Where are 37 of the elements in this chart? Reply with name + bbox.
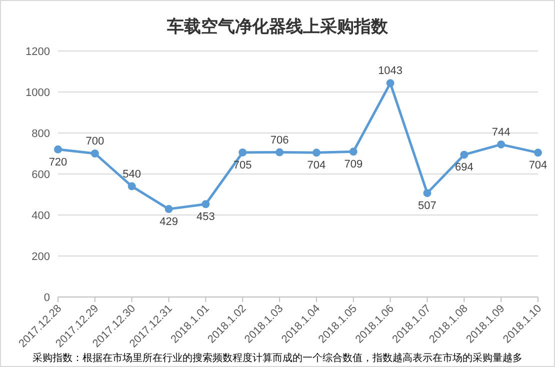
data-label: 704 <box>307 160 326 172</box>
point <box>54 145 62 154</box>
point <box>534 148 542 157</box>
y-tick-label: 200 <box>32 251 50 263</box>
point <box>423 189 432 198</box>
data-label: 694 <box>454 162 474 174</box>
y-tick-label: 0 <box>44 292 50 304</box>
data-label: 700 <box>86 136 104 148</box>
y-tick-label: 600 <box>32 169 50 181</box>
data-label: 540 <box>122 168 142 180</box>
point <box>460 150 468 159</box>
point <box>202 200 210 208</box>
point <box>164 205 173 214</box>
y-tick-label: 1200 <box>26 46 50 58</box>
data-label: 720 <box>48 156 68 168</box>
point <box>349 148 358 156</box>
data-label: 453 <box>196 211 215 224</box>
y-tick-label: 400 <box>32 210 50 222</box>
point <box>276 148 284 156</box>
y-tick-label: 1000 <box>26 87 50 99</box>
data-label: 705 <box>233 159 252 172</box>
data-label: 709 <box>344 158 363 171</box>
point <box>90 150 99 158</box>
data-label: 704 <box>528 160 548 172</box>
y-tick-label: 800 <box>32 128 50 140</box>
data-label: 429 <box>160 216 178 228</box>
text: 采购指数：根据在市场里所在行业的搜索频数程度计算而成的一个综合数值，指数越高表示在市场的采购量越多 <box>32 352 522 364</box>
point <box>386 79 394 88</box>
data-label: 706 <box>270 134 289 146</box>
data-label: 744 <box>492 126 510 138</box>
data-label: 507 <box>418 200 436 212</box>
point <box>128 182 136 190</box>
point <box>238 148 247 156</box>
point <box>497 140 506 148</box>
point <box>312 148 320 157</box>
chart-title: 车载空气净化器线上采购指数 <box>166 17 389 36</box>
data-label: 1043 <box>378 65 403 78</box>
